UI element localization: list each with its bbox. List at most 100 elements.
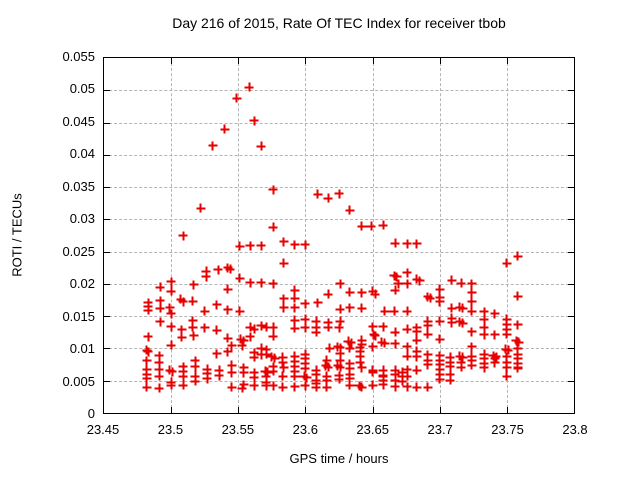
axis-tick bbox=[372, 58, 374, 64]
data-point bbox=[514, 337, 524, 347]
data-point bbox=[366, 221, 376, 231]
data-point bbox=[290, 362, 300, 372]
plus-marker-horizontal-bar bbox=[467, 282, 477, 285]
plus-marker-horizontal-bar bbox=[300, 357, 310, 360]
data-point bbox=[290, 285, 300, 295]
data-point bbox=[245, 278, 255, 288]
data-point bbox=[212, 300, 222, 310]
plus-marker-horizontal-bar bbox=[245, 244, 255, 247]
plus-marker-horizontal-bar bbox=[268, 226, 278, 229]
x-tick-label: 23.8 bbox=[562, 422, 588, 437]
data-point bbox=[392, 272, 402, 282]
data-point bbox=[154, 365, 164, 375]
plus-marker-horizontal-bar bbox=[322, 379, 332, 382]
data-point bbox=[227, 368, 237, 378]
plus-marker-horizontal-bar bbox=[402, 310, 412, 313]
plus-marker-horizontal-bar bbox=[447, 279, 457, 282]
data-point bbox=[142, 369, 152, 379]
plus-marker-horizontal-bar bbox=[323, 321, 333, 324]
plus-marker-horizontal-bar bbox=[513, 357, 523, 360]
axis-tick bbox=[104, 90, 110, 92]
plus-marker-horizontal-bar bbox=[260, 370, 270, 373]
plus-marker-horizontal-bar bbox=[190, 365, 200, 368]
plus-marker-horizontal-bar bbox=[201, 270, 211, 272]
axis-tick bbox=[568, 283, 574, 285]
plus-marker-horizontal-bar bbox=[479, 366, 489, 369]
plus-marker-horizontal-bar bbox=[455, 306, 465, 309]
plus-marker-horizontal-bar bbox=[333, 364, 343, 367]
plus-marker-horizontal-bar bbox=[345, 291, 355, 294]
axis-tick bbox=[568, 187, 574, 189]
plus-marker-horizontal-bar bbox=[435, 363, 445, 366]
plus-marker-horizontal-bar bbox=[467, 330, 477, 333]
data-point bbox=[323, 318, 333, 328]
plus-marker-horizontal-bar bbox=[412, 369, 422, 372]
plus-marker-horizontal-bar bbox=[239, 339, 249, 342]
plus-marker-horizontal-bar bbox=[300, 243, 310, 246]
data-point bbox=[244, 82, 254, 92]
data-point bbox=[390, 376, 400, 386]
data-point bbox=[256, 350, 266, 360]
data-point bbox=[490, 358, 500, 368]
plus-marker-horizontal-bar bbox=[357, 291, 367, 294]
data-point bbox=[256, 343, 266, 353]
plus-marker-horizontal-bar bbox=[235, 310, 245, 313]
plus-marker-horizontal-bar bbox=[479, 353, 489, 356]
plus-marker-horizontal-bar bbox=[155, 286, 165, 289]
data-point bbox=[378, 322, 388, 331]
plus-marker-horizontal-bar bbox=[249, 351, 259, 354]
plus-marker-horizontal-bar bbox=[189, 334, 199, 337]
plus-marker-horizontal-bar bbox=[321, 364, 331, 367]
data-point bbox=[142, 365, 152, 375]
data-point bbox=[227, 382, 237, 392]
plus-marker-horizontal-bar bbox=[290, 360, 300, 363]
gridline-horizontal bbox=[104, 316, 574, 318]
gridline-horizontal bbox=[104, 348, 574, 350]
plus-marker-horizontal-bar bbox=[214, 374, 224, 377]
plus-marker-horizontal-bar bbox=[311, 369, 321, 372]
data-point bbox=[402, 382, 412, 392]
plus-marker-horizontal-bar bbox=[345, 384, 355, 387]
plus-marker-horizontal-bar bbox=[290, 297, 300, 300]
data-point bbox=[445, 370, 455, 380]
plus-marker-horizontal-bar bbox=[514, 341, 524, 343]
axis-tick bbox=[238, 407, 240, 413]
data-point bbox=[300, 240, 310, 250]
axis-tick bbox=[305, 407, 307, 413]
plus-marker-horizontal-bar bbox=[397, 380, 407, 383]
data-point bbox=[511, 336, 521, 346]
data-point bbox=[261, 349, 271, 359]
plus-marker-horizontal-bar bbox=[389, 310, 399, 313]
plus-marker-horizontal-bar bbox=[402, 242, 412, 245]
data-point bbox=[335, 349, 345, 359]
plus-marker-horizontal-bar bbox=[249, 376, 259, 379]
data-point bbox=[447, 313, 457, 323]
data-point bbox=[313, 189, 322, 199]
plus-marker-horizontal-bar bbox=[177, 328, 187, 331]
data-point bbox=[513, 363, 523, 373]
data-point bbox=[425, 293, 435, 303]
plus-marker-horizontal-bar bbox=[239, 371, 249, 374]
plus-marker-horizontal-bar bbox=[268, 335, 278, 338]
data-point bbox=[345, 374, 355, 384]
data-point bbox=[165, 303, 175, 313]
data-point bbox=[155, 282, 165, 292]
data-point bbox=[223, 263, 233, 273]
data-point bbox=[467, 351, 477, 361]
data-point bbox=[513, 358, 523, 368]
y-tick-label: 0.055 bbox=[62, 49, 95, 64]
plus-marker-horizontal-bar bbox=[322, 386, 332, 389]
data-point bbox=[154, 383, 164, 393]
plus-marker-horizontal-bar bbox=[237, 344, 247, 347]
data-point bbox=[502, 314, 512, 324]
axis-tick bbox=[439, 407, 441, 413]
data-point bbox=[188, 316, 198, 326]
plus-marker-horizontal-bar bbox=[154, 361, 164, 363]
data-point bbox=[334, 189, 344, 199]
plus-marker-horizontal-bar bbox=[188, 300, 198, 303]
data-point bbox=[380, 306, 390, 316]
data-point bbox=[390, 285, 400, 295]
data-point bbox=[249, 348, 259, 358]
plus-marker-horizontal-bar bbox=[200, 310, 210, 313]
plus-marker-horizontal-bar bbox=[390, 369, 400, 372]
